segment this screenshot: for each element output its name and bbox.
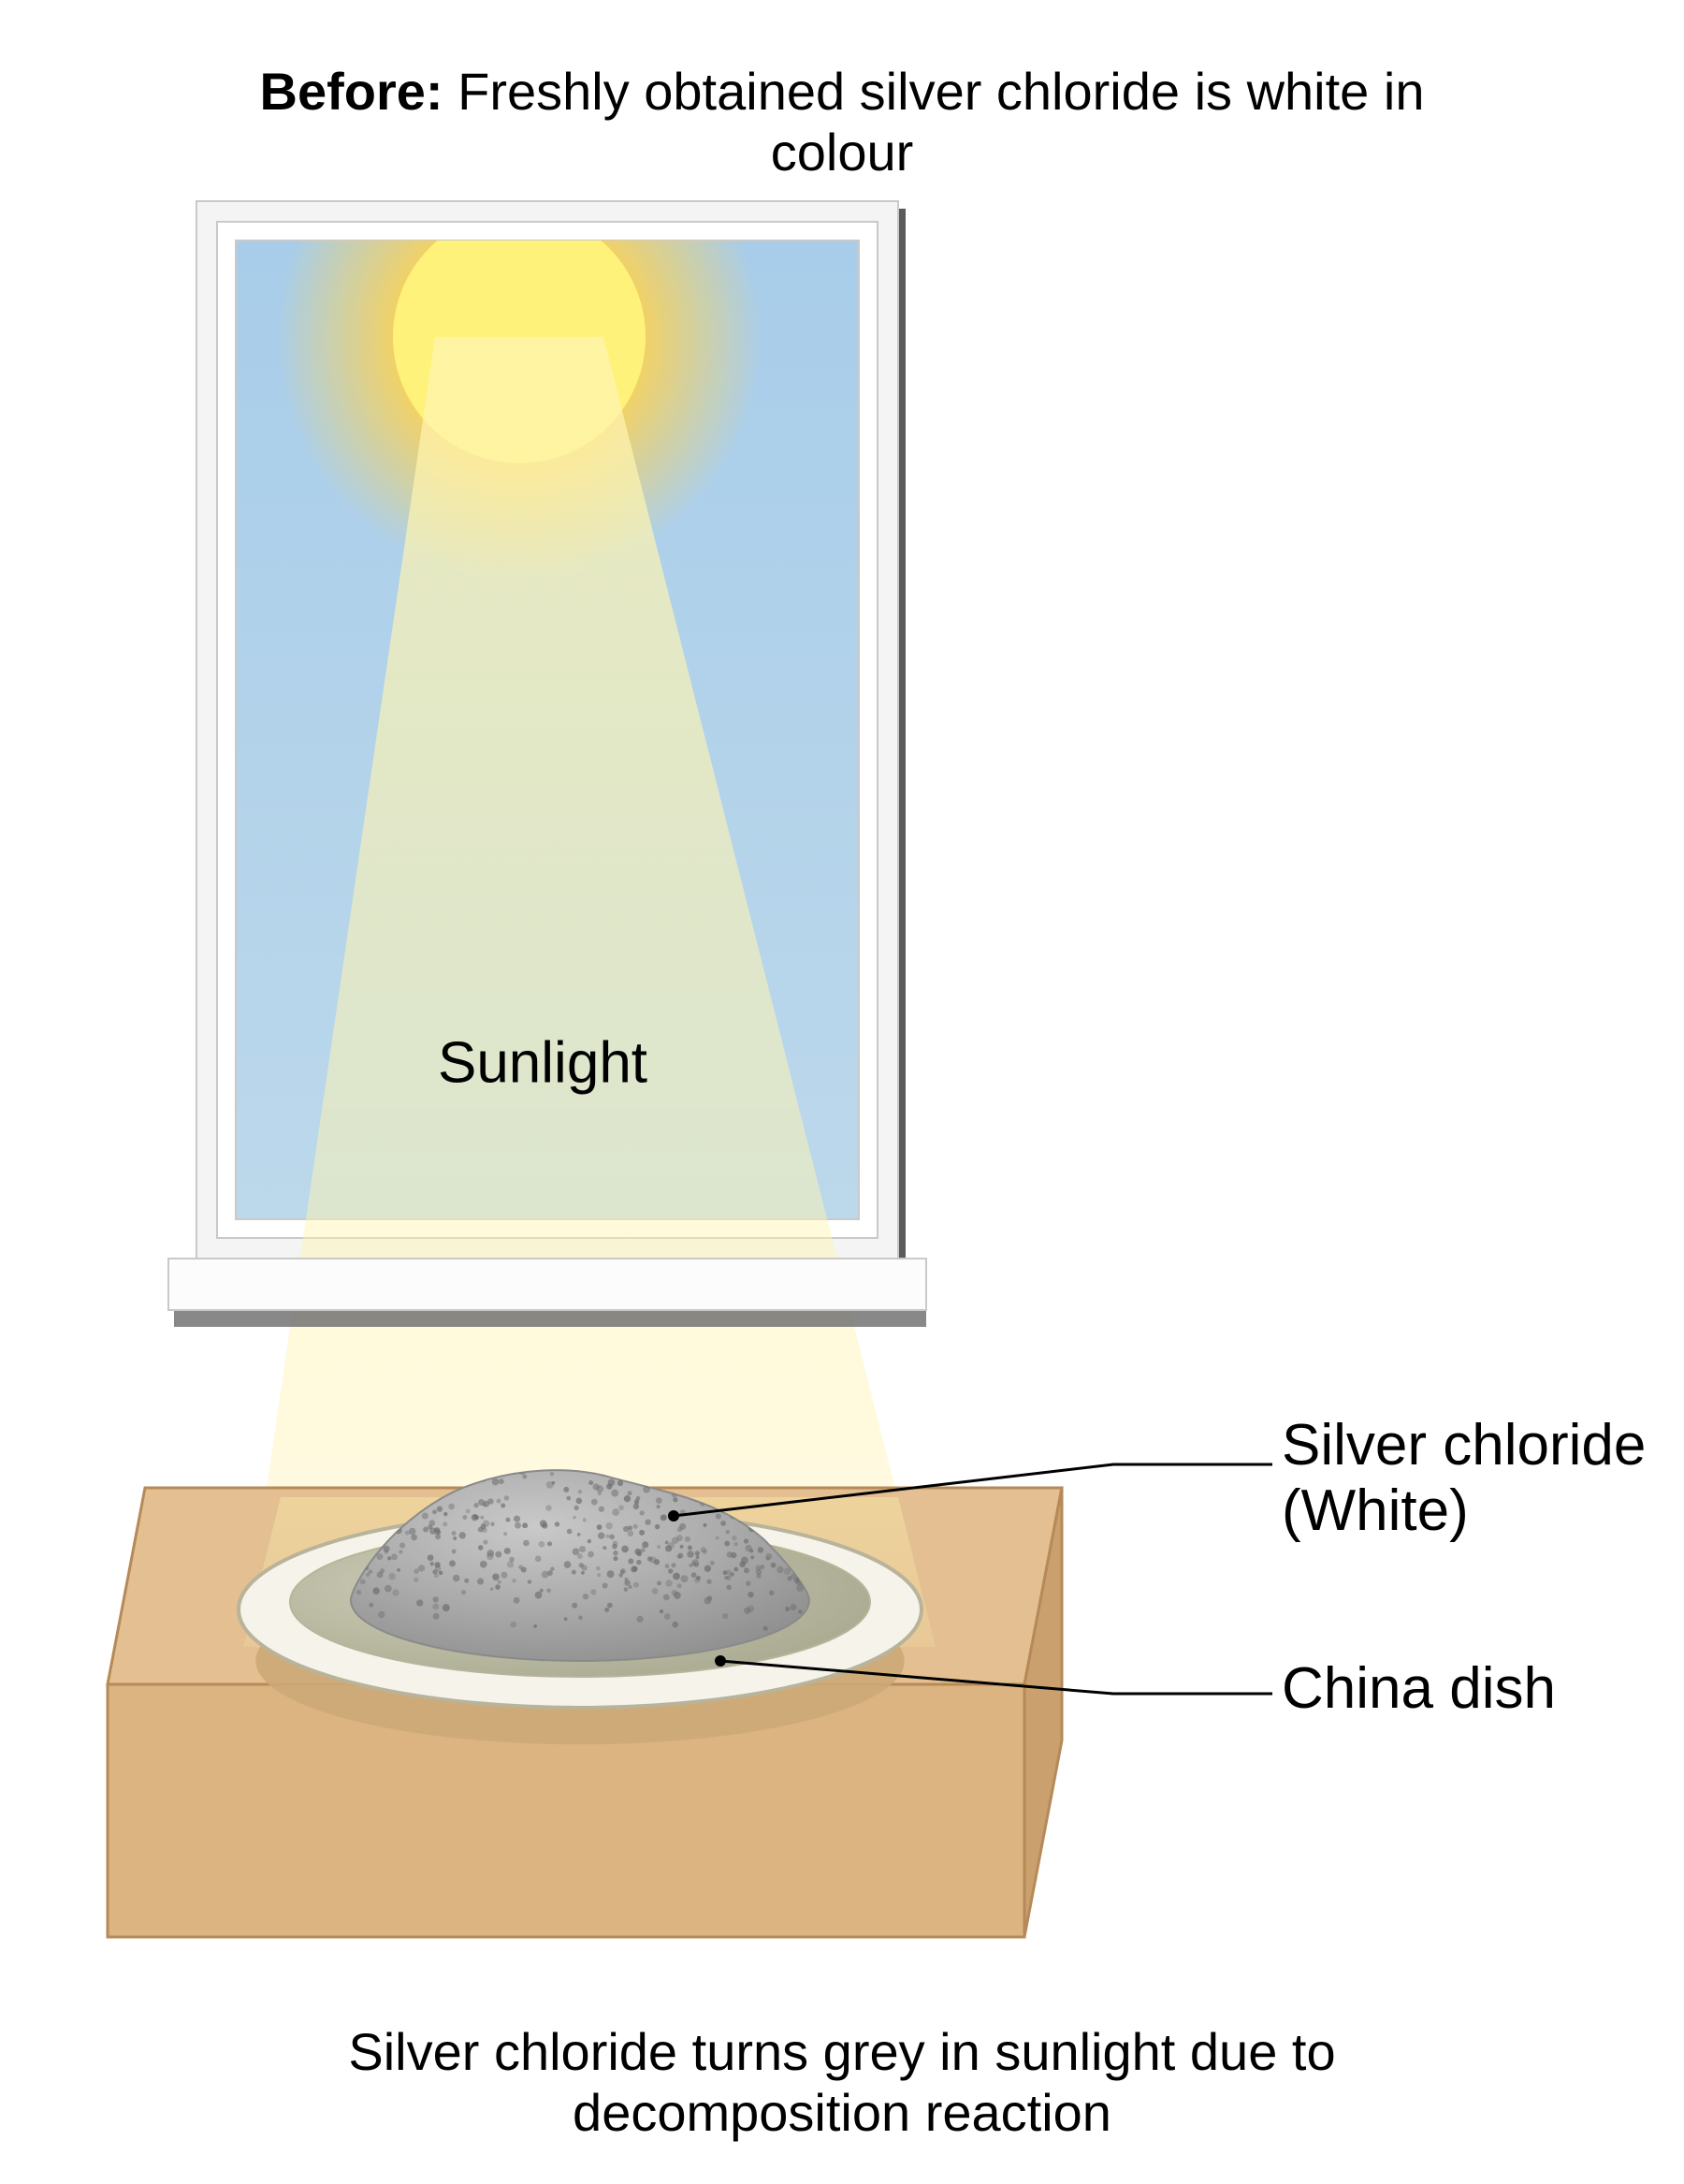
label-silver-chloride: Silver chloride — [1282, 1413, 1646, 1478]
sunlight-label: Sunlight — [438, 1030, 647, 1095]
sill — [168, 1259, 926, 1310]
label-silver-chloride-sub: (White) — [1282, 1478, 1469, 1543]
diagram: Sunlight Silver chloride (White) — [0, 0, 1684, 2184]
window-sill — [168, 1259, 926, 1327]
sill-shadow — [174, 1310, 926, 1327]
footer-line1: Silver chloride turns grey in sunlight d… — [348, 2022, 1335, 2081]
footer-caption: Silver chloride turns grey in sunlight d… — [0, 2021, 1684, 2143]
footer-line2: decomposition reaction — [573, 2083, 1111, 2142]
label-china-dish: China dish — [1282, 1656, 1556, 1721]
